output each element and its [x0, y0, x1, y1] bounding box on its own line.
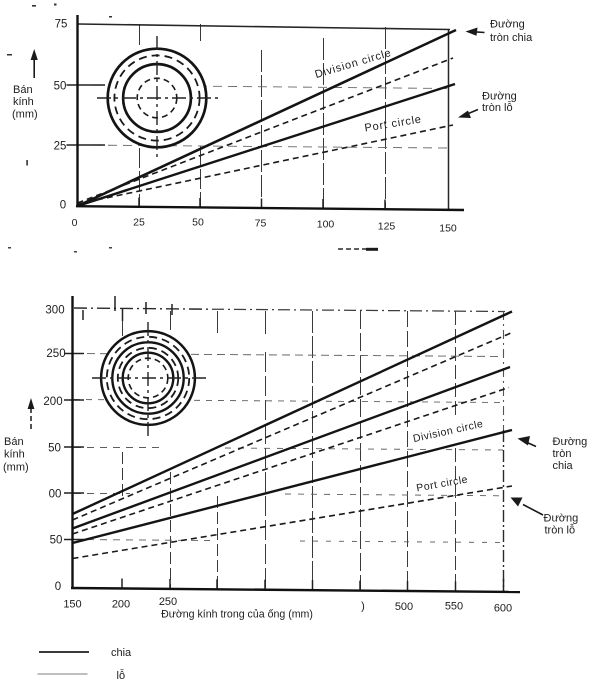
svg-text:0: 0 — [60, 200, 66, 212]
svg-text:(mm): (mm) — [3, 462, 29, 474]
svg-text:150: 150 — [439, 223, 457, 235]
svg-text:): ) — [361, 601, 365, 613]
svg-text:kính: kính — [13, 96, 34, 108]
svg-text:Đường: Đường — [544, 513, 579, 525]
svg-text:250: 250 — [46, 348, 65, 360]
svg-text:lỗ: lỗ — [117, 669, 126, 682]
svg-text:50: 50 — [54, 81, 67, 93]
svg-text:tròn lỗ: tròn lỗ — [545, 524, 576, 537]
svg-text:Đường: Đường — [553, 436, 588, 448]
svg-text:Đường: Đường — [482, 91, 517, 103]
svg-text:0: 0 — [55, 581, 61, 593]
svg-text:chia: chia — [111, 647, 132, 659]
svg-text:550: 550 — [445, 601, 463, 613]
svg-text:600: 600 — [494, 603, 512, 615]
svg-text:tròn: tròn — [553, 448, 572, 460]
svg-text:25: 25 — [54, 141, 67, 153]
svg-text:75: 75 — [55, 19, 68, 31]
svg-text:300: 300 — [45, 305, 64, 317]
svg-text:75: 75 — [255, 218, 267, 230]
svg-text:250: 250 — [159, 596, 177, 608]
svg-text:200: 200 — [43, 396, 62, 408]
svg-text:25: 25 — [133, 217, 145, 229]
svg-text:50: 50 — [192, 217, 204, 229]
svg-text:500: 500 — [395, 601, 413, 613]
svg-text:125: 125 — [378, 221, 396, 233]
svg-text:200: 200 — [112, 599, 130, 611]
svg-text:100: 100 — [317, 219, 335, 231]
svg-text:50: 50 — [50, 535, 63, 547]
svg-text:00: 00 — [49, 489, 62, 501]
svg-text:Bán: Bán — [13, 84, 33, 96]
svg-text:tròn chia: tròn chia — [490, 32, 533, 44]
svg-text:kính: kính — [4, 449, 25, 461]
svg-text:Đường kính trong của ống (mm): Đường kính trong của ống (mm) — [161, 609, 313, 621]
svg-text:Đường: Đường — [490, 18, 525, 30]
svg-text:50: 50 — [48, 443, 61, 455]
svg-text:150: 150 — [63, 599, 81, 611]
svg-text:chia: chia — [553, 460, 574, 472]
svg-text:tròn lỗ: tròn lỗ — [482, 101, 513, 114]
svg-text:0: 0 — [72, 217, 78, 229]
svg-text:(mm): (mm) — [12, 109, 38, 121]
svg-text:Bán: Bán — [4, 436, 24, 448]
